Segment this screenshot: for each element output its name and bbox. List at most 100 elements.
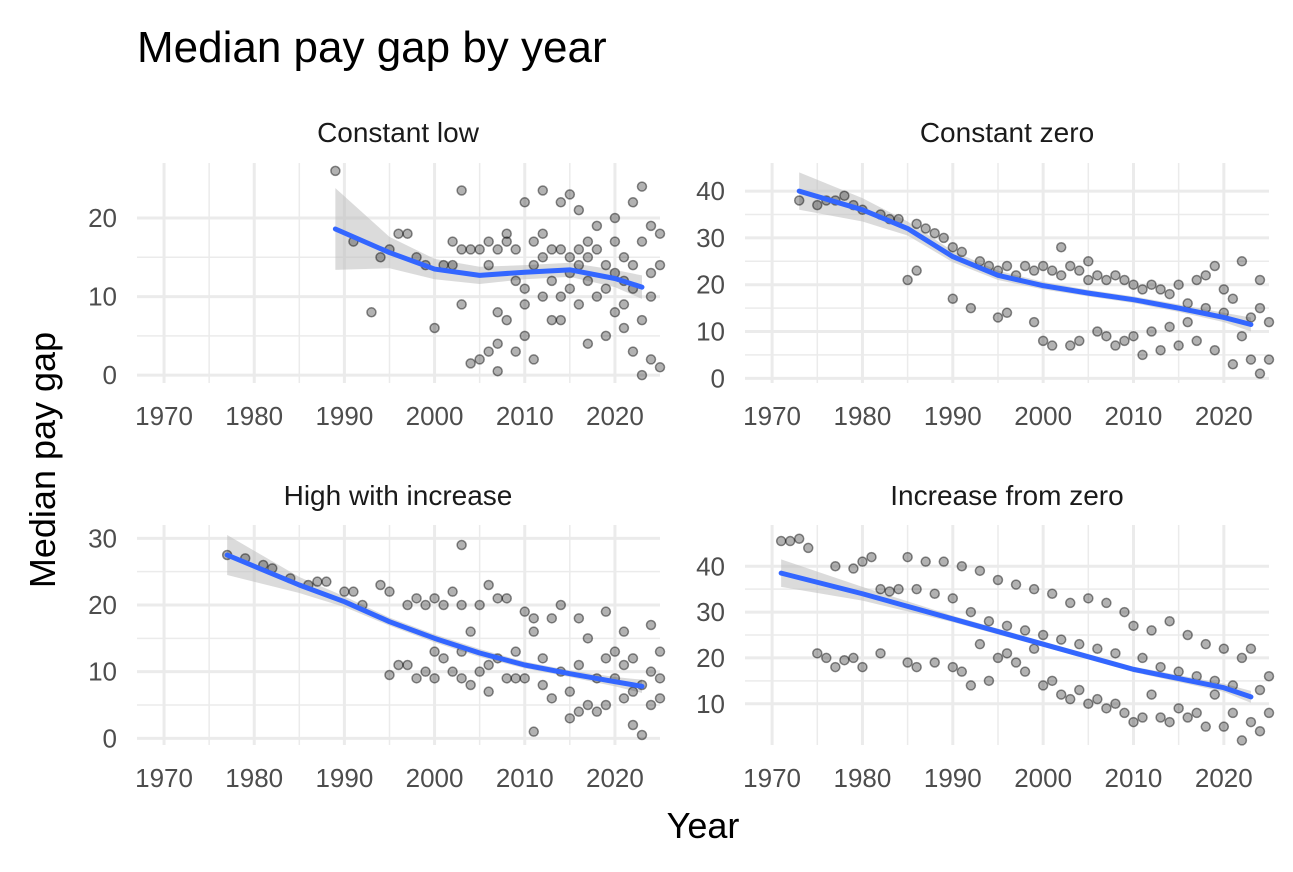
x-tick-label: 2000 <box>406 401 464 431</box>
data-point <box>456 185 467 196</box>
data-point <box>1155 344 1166 356</box>
data-point <box>528 354 540 365</box>
data-point <box>1119 707 1130 719</box>
y-tick-label: 20 <box>696 643 725 673</box>
data-point <box>1146 326 1157 337</box>
data-point <box>1019 260 1031 272</box>
data-point <box>1245 716 1257 728</box>
data-point <box>645 267 657 279</box>
data-point <box>1164 288 1175 300</box>
data-point <box>528 626 540 637</box>
data-point <box>1128 279 1139 290</box>
data-point <box>938 232 950 244</box>
data-point <box>555 197 567 208</box>
data-point <box>1101 274 1112 286</box>
data-point <box>654 228 666 239</box>
data-point <box>600 259 612 271</box>
data-point <box>1055 270 1067 281</box>
data-point <box>1164 716 1175 728</box>
data-point <box>627 346 639 357</box>
data-point <box>1046 340 1058 351</box>
data-point <box>1037 680 1049 691</box>
data-point <box>393 228 404 239</box>
y-tick-label: 10 <box>88 282 117 312</box>
data-point <box>618 659 630 671</box>
data-point <box>1236 735 1248 746</box>
data-point <box>884 586 895 597</box>
x-tick-label: 1970 <box>135 763 193 793</box>
data-point <box>911 661 922 673</box>
data-point <box>654 673 666 684</box>
data-point <box>564 252 576 263</box>
data-point <box>645 291 657 302</box>
data-point <box>1245 643 1257 654</box>
data-point <box>1083 698 1094 709</box>
data-point <box>384 586 395 597</box>
x-tick-label: 2010 <box>496 763 554 793</box>
data-point <box>947 593 959 604</box>
y-axis-title: Median pay gap <box>22 332 63 588</box>
data-point <box>1182 298 1193 309</box>
data-point <box>1010 657 1022 668</box>
data-point <box>1200 721 1212 732</box>
data-point <box>1064 340 1076 351</box>
data-point <box>420 666 431 677</box>
data-point <box>654 362 666 373</box>
x-tick-label: 1980 <box>225 401 283 431</box>
data-point <box>1200 270 1212 281</box>
data-point <box>902 657 913 668</box>
data-point <box>1028 316 1040 328</box>
data-point <box>784 535 796 547</box>
data-point <box>1146 279 1157 290</box>
data-point <box>501 673 512 684</box>
panel-constant-zero: Constant zero 1970 1980 1990 2000 2010 2020 0 1… <box>696 117 1275 431</box>
data-point <box>618 693 630 704</box>
data-point <box>492 338 503 349</box>
panel-constant-low: Constant low 1970 1980 1990 2000 2010 2020 0 10… <box>88 117 666 431</box>
x-tick-label: 1990 <box>924 401 982 431</box>
data-point <box>573 259 585 271</box>
data-point <box>1218 643 1230 654</box>
data-point <box>465 679 476 691</box>
data-point <box>312 576 323 587</box>
data-point <box>1173 703 1184 714</box>
panel-strip-label: Increase from zero <box>890 480 1123 511</box>
data-point <box>1182 712 1193 723</box>
data-point <box>956 666 968 677</box>
data-point <box>1064 260 1076 272</box>
x-tick-label: 1970 <box>743 763 801 793</box>
data-point <box>857 661 868 673</box>
data-point <box>1001 620 1013 632</box>
data-point <box>375 252 386 263</box>
data-point <box>1254 368 1266 379</box>
data-point <box>420 599 431 611</box>
data-point <box>582 275 594 287</box>
data-point <box>947 242 959 253</box>
data-point <box>1064 597 1076 609</box>
data-point <box>821 652 832 664</box>
data-point <box>402 228 413 239</box>
data-point <box>1055 689 1067 700</box>
x-tick-label: 2020 <box>586 401 644 431</box>
data-point <box>501 593 512 604</box>
data-point <box>974 638 986 650</box>
x-axis-title: Year <box>667 805 740 846</box>
data-point <box>546 275 558 287</box>
data-point <box>1028 643 1040 654</box>
data-point <box>618 252 630 263</box>
data-point <box>456 244 467 255</box>
data-point <box>483 236 494 247</box>
y-tick-label: 40 <box>696 551 725 581</box>
x-tick-label: 2020 <box>1195 401 1253 431</box>
data-point <box>893 583 904 595</box>
data-point <box>1227 359 1239 370</box>
y-tick-label: 0 <box>711 363 725 393</box>
data-point <box>582 699 594 711</box>
data-point <box>1137 712 1148 723</box>
data-point <box>375 579 386 591</box>
data-point <box>510 275 521 287</box>
data-point <box>1037 335 1049 347</box>
data-point <box>1119 606 1130 618</box>
data-point <box>1074 265 1085 276</box>
